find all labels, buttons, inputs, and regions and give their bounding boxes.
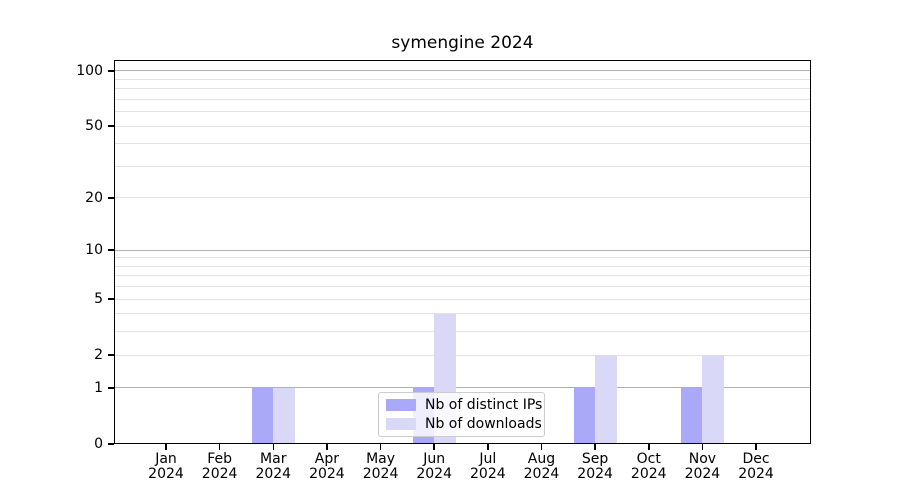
x-tick-label-oct: Oct 2024 [617,452,681,482]
gridline-minor [114,88,811,90]
gridline-minor [114,125,811,127]
gridline-major [114,70,811,72]
y-tick-label: 5 [94,291,103,308]
x-tick-month: Apr [314,451,340,467]
legend-entry-downloads: Nb of downloads [386,416,542,432]
x-tick-month: Dec [742,451,770,467]
x-tick-mark [326,444,328,450]
bar-distinct-ips-nov [680,387,703,444]
x-tick-label-apr: Apr 2024 [295,452,359,482]
x-tick-month: Aug [527,451,556,467]
x-tick-mark [487,444,489,450]
gridline-minor [114,275,811,277]
gridline-minor [114,313,811,315]
x-tick-label-dec: Dec 2024 [724,452,788,482]
x-tick-month: May [366,451,396,467]
y-tick-label: 20 [85,189,103,206]
y-tick-label: 100 [76,62,103,79]
y-tick-mark [108,443,114,445]
x-tick-label-jan: Jan 2024 [134,452,198,482]
x-tick-label-sep: Sep 2024 [563,452,627,482]
gridline-major [114,387,811,389]
x-tick-label-jun: Jun 2024 [402,452,466,482]
x-tick-label-nov: Nov 2024 [670,452,734,482]
x-tick-mark [379,444,382,450]
legend-label-downloads: Nb of downloads [425,416,542,432]
x-tick-month: Nov [688,451,717,467]
x-tick-year: 2024 [255,466,292,482]
gridline-minor [114,298,811,300]
x-tick-year: 2024 [738,466,774,482]
x-tick-year: 2024 [684,466,721,482]
y-tick-mark [108,249,114,251]
x-tick-month: Jul [479,451,497,467]
chart-title: symengine 2024 [391,33,534,53]
y-tick-mark [108,387,114,389]
bar-downloads-nov [702,355,724,444]
legend: Nb of distinct IPs Nb of downloads [378,392,545,437]
x-tick-month: Jan [155,451,177,467]
y-tick-mark [108,125,114,127]
gridline-minor [114,111,811,113]
gridline-minor [114,331,811,333]
x-tick-year: 2024 [148,466,184,482]
x-tick-year: 2024 [309,466,345,482]
x-tick-label-jul: Jul 2024 [456,452,520,482]
x-tick-mark [594,444,596,450]
gridline-major [114,249,811,251]
x-tick-mark [701,444,704,450]
y-tick-mark [108,298,114,300]
x-tick-month: Mar [260,451,287,467]
y-tick-mark [108,70,114,72]
bar-downloads-mar [273,387,295,444]
y-tick-label: 0 [94,436,103,452]
legend-label-distinct-ips: Nb of distinct IPs [425,397,543,413]
x-tick-year: 2024 [362,466,399,482]
x-tick-year: 2024 [416,466,452,482]
x-tick-year: 2024 [577,466,613,482]
gridline-minor [114,286,811,288]
gridline-minor [114,265,811,267]
bar-distinct-ips-sep [573,387,596,444]
x-tick-mark [755,444,757,450]
x-tick-label-feb: Feb 2024 [188,452,252,482]
gridline-minor [114,78,811,80]
x-tick-month: Sep [581,451,609,467]
x-tick-month: Oct [636,451,661,467]
legend-entry-distinct-ips: Nb of distinct IPs [386,397,542,413]
x-tick-label-mar: Mar 2024 [241,452,305,482]
x-tick-month: Jun [423,451,446,467]
legend-swatch-downloads [386,418,416,430]
y-tick-label: 50 [85,118,103,135]
y-tick-label: 1 [94,379,103,396]
bar-distinct-ips-mar [251,387,274,444]
legend-swatch-distinct-ips [386,399,416,411]
gridline-minor [114,98,811,100]
y-tick-mark [108,197,114,199]
x-tick-mark [540,444,543,450]
x-tick-mark [165,444,167,450]
x-tick-mark [433,444,435,450]
x-tick-year: 2024 [523,466,560,482]
x-tick-mark [272,444,275,450]
x-tick-year: 2024 [201,466,238,482]
x-tick-mark [218,444,221,450]
x-tick-month: Feb [207,451,233,467]
x-tick-mark [648,444,650,450]
y-tick-mark [108,354,114,356]
bar-downloads-sep [595,355,617,444]
gridline-minor [114,165,811,167]
gridline-minor [114,197,811,199]
gridline-minor [114,257,811,259]
x-tick-year: 2024 [470,466,506,482]
x-tick-label-may: May 2024 [349,452,413,482]
x-tick-label-aug: Aug 2024 [509,452,573,482]
gridline-minor [114,354,811,356]
x-tick-year: 2024 [630,466,667,482]
gridline-minor [114,143,811,145]
plot-area [114,60,811,444]
y-tick-label: 2 [94,347,103,364]
y-tick-label: 10 [85,242,103,259]
